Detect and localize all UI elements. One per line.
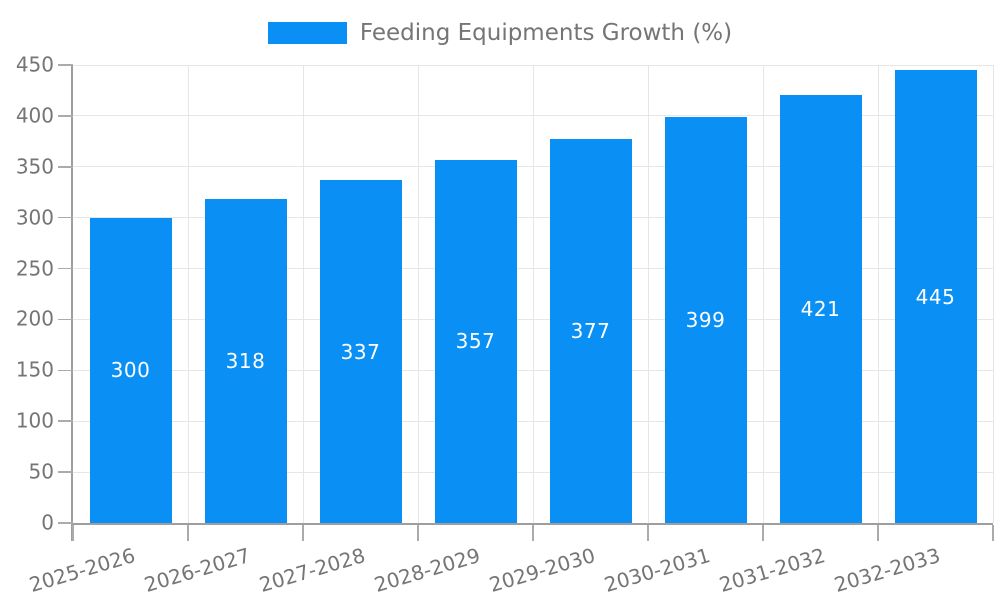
y-axis-tick-label: 300 [15, 205, 54, 230]
v-gridline [302, 65, 304, 523]
y-tick-mark [58, 522, 73, 524]
legend-label: Feeding Equipments Growth (%) [359, 20, 733, 46]
bar-value-label: 377 [570, 319, 611, 344]
y-axis-tick-label: 250 [15, 256, 54, 281]
y-axis-tick-label: 100 [15, 408, 54, 433]
y-tick-mark [58, 471, 73, 473]
bar-value-label: 318 [225, 349, 266, 374]
bar[interactable] [89, 217, 172, 523]
bar-value-label: 421 [800, 296, 841, 321]
x-tick-mark [72, 525, 74, 541]
y-axis-tick-label: 450 [15, 52, 54, 77]
bar[interactable] [434, 159, 517, 523]
x-tick-mark [762, 525, 764, 541]
chart-legend[interactable]: Feeding Equipments Growth (%) [0, 18, 1000, 48]
y-axis-tick-label: 200 [15, 306, 54, 331]
bar-value-label: 399 [685, 307, 726, 332]
v-gridline [417, 65, 419, 523]
x-tick-mark [647, 525, 649, 541]
y-axis-line [71, 65, 73, 541]
bar[interactable] [204, 199, 287, 523]
y-tick-mark [58, 115, 73, 117]
bar-value-label: 445 [915, 284, 956, 309]
y-axis-tick-label: 400 [15, 103, 54, 128]
x-tick-mark [532, 525, 534, 541]
bar-value-label: 337 [340, 339, 381, 364]
x-axis-line [73, 523, 993, 525]
y-axis-tick-label: 350 [15, 154, 54, 179]
x-tick-mark [877, 525, 879, 541]
v-gridline [762, 65, 764, 523]
bar[interactable] [779, 94, 862, 523]
y-tick-mark [58, 318, 73, 321]
bar[interactable] [894, 70, 977, 523]
x-tick-mark [302, 525, 304, 541]
bar-value-label: 357 [455, 329, 496, 354]
bar[interactable] [549, 139, 632, 523]
v-gridline [992, 65, 994, 523]
v-gridline [532, 65, 534, 523]
v-gridline [187, 65, 189, 523]
y-axis-tick-label: 50 [28, 459, 54, 484]
y-tick-mark [58, 64, 73, 66]
bar-value-label: 300 [110, 358, 151, 383]
x-tick-mark [187, 525, 189, 541]
y-tick-mark [58, 267, 73, 270]
y-tick-mark [58, 369, 73, 372]
x-tick-mark [417, 525, 419, 541]
y-tick-mark [58, 166, 73, 168]
legend-color-swatch [267, 22, 347, 44]
bar[interactable] [664, 116, 747, 523]
y-axis-tick-label: 150 [15, 357, 54, 382]
plot-area: 0 50 100 150 200 250 300 350 400 450 300 2025-2026 3… [16, 53, 994, 597]
x-tick-mark [992, 525, 994, 541]
bar[interactable] [319, 180, 402, 523]
y-axis-tick-label: 0 [41, 510, 54, 535]
y-tick-mark [58, 216, 73, 219]
v-gridline [877, 65, 879, 523]
y-tick-mark [58, 420, 73, 422]
v-gridline [647, 65, 649, 523]
